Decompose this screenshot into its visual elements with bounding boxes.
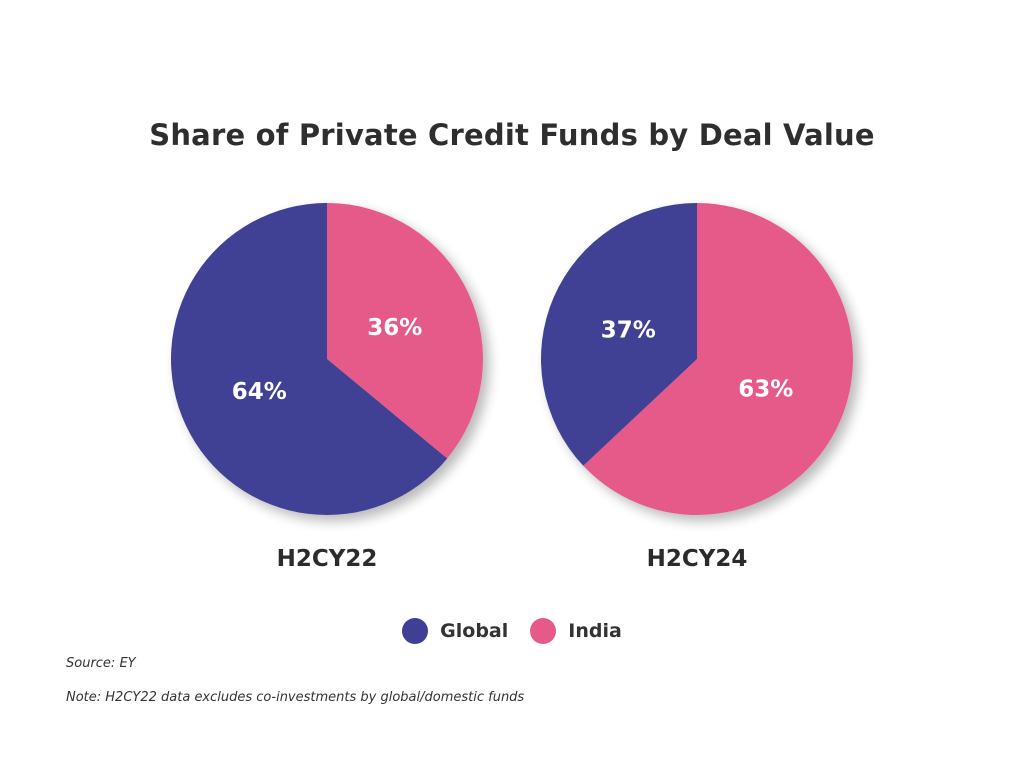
legend-swatch-global — [402, 618, 429, 644]
legend-item-india: India — [530, 618, 622, 644]
pie-charts: 36% 64% H2CY22 63% 37% H2CY24 — [171, 203, 854, 572]
slice-value-label-h2cy22-global: 64% — [232, 379, 287, 405]
legend: Global India — [0, 618, 1024, 644]
pie-category-label-h2cy24: H2CY24 — [647, 546, 748, 572]
legend-label-india: India — [568, 620, 622, 642]
legend-label-global: Global — [440, 620, 509, 642]
slice-value-label-h2cy24-india: 63% — [738, 377, 793, 403]
data-note: Note: H2CY22 data excludes co-investment… — [66, 690, 525, 705]
slice-value-label-h2cy24-global: 37% — [601, 317, 656, 343]
pie-h2cy24 — [541, 203, 854, 515]
pie-slice-h2cy22-global — [171, 203, 448, 515]
legend-item-global: Global — [402, 618, 508, 644]
pie-slice-h2cy24-india — [583, 203, 854, 515]
source-note: Source: EY — [66, 656, 136, 671]
pie-slice-h2cy22-india — [327, 203, 483, 459]
pie-labels: 36% 64% H2CY22 63% 37% H2CY24 — [232, 315, 794, 572]
pie-slice-h2cy24-global — [541, 203, 697, 466]
pie-category-label-h2cy22: H2CY22 — [277, 546, 378, 572]
pie-h2cy22 — [171, 203, 483, 515]
legend-swatch-india — [530, 618, 557, 644]
slice-value-label-h2cy22-india: 36% — [367, 315, 422, 341]
chart-title: Share of Private Credit Funds by Deal Va… — [149, 118, 875, 152]
